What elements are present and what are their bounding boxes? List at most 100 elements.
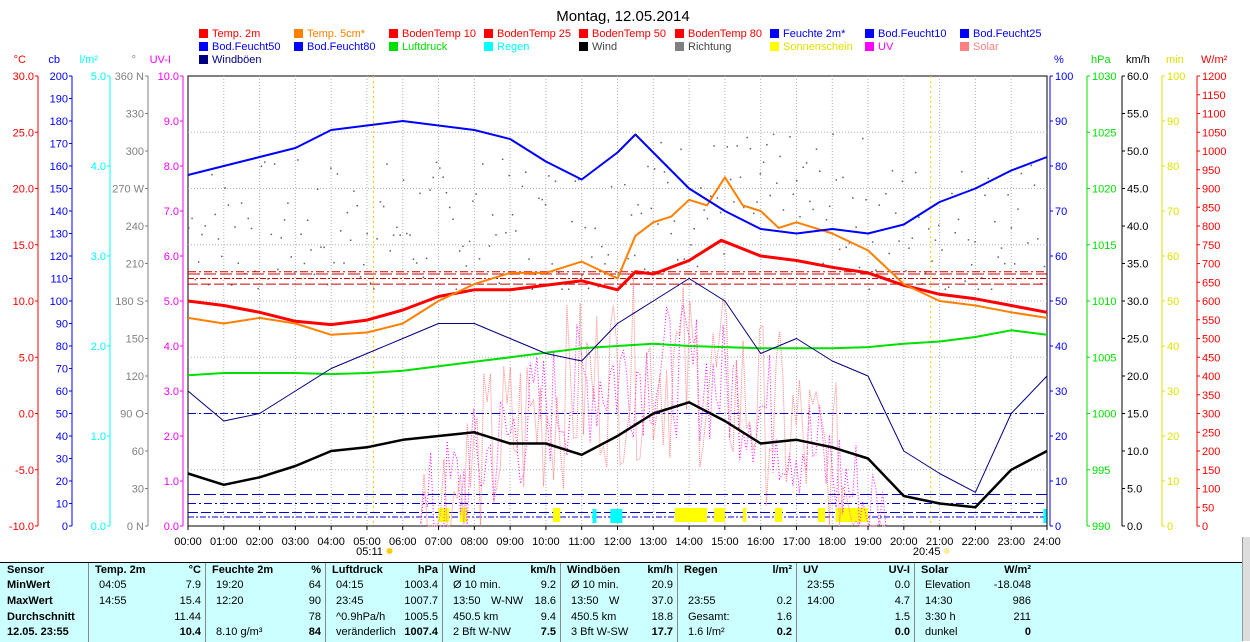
wind-direction-dot	[425, 257, 428, 260]
axis-tick-label: 80	[56, 341, 68, 353]
axes: °C 30.0 25.0 20.0 15.0 10.0 5.0 0.0 -5.0 -10.0 cb 2…	[9, 54, 1228, 533]
wind-direction-dot	[891, 169, 894, 172]
wind-direction-dot	[1004, 262, 1006, 265]
wind-direction-dot	[194, 278, 197, 281]
x-axis: 00:00 01:00 02:00 03:00 04:00 05:00 06:00 07:00…	[174, 526, 1061, 558]
wind-direction-dot	[805, 162, 808, 164]
chart-title: Montag, 12.05.2014	[556, 8, 689, 25]
wind-direction-dot	[373, 288, 375, 290]
wind-direction-dot	[997, 256, 999, 258]
x-tick-label: 08:00	[461, 536, 489, 548]
wind-direction-dot	[303, 262, 306, 265]
axis-tick-label: 180 S	[115, 296, 144, 308]
wind-direction-dot	[237, 262, 240, 264]
axis-tick-label: 4.0	[164, 341, 179, 353]
axis-unit: km/h	[1126, 54, 1150, 66]
axis-tick-label: 45.0	[1127, 184, 1148, 196]
sunshine-bar	[742, 508, 747, 522]
wind-direction-dot	[287, 202, 289, 204]
stats-unit: km/h	[647, 564, 673, 576]
x-tick-label: 12:00	[604, 536, 632, 548]
x-tick-label: 15:00	[711, 536, 739, 548]
wind-direction-dot	[673, 220, 676, 222]
stats-min-value: 9.2	[540, 579, 556, 591]
wind-direction-dot	[752, 212, 755, 215]
wind-direction-dot	[898, 240, 900, 242]
stats-current-value: 17.7	[651, 626, 673, 638]
legend-label: UV	[878, 41, 894, 53]
wind-direction-dot	[627, 257, 629, 260]
sunset-label: 20:45	[913, 546, 941, 558]
legend-swatch	[484, 29, 493, 38]
stats-header: Solar	[921, 564, 949, 576]
axis-tick-label: 300	[1202, 409, 1220, 421]
axis-tick-label: 20	[1055, 431, 1067, 443]
axis-tick-label: 0.0	[164, 521, 179, 533]
axis-tick-label: 100	[50, 296, 68, 308]
axis-tick-label: 20	[56, 476, 68, 488]
wind-direction-dot	[323, 246, 325, 249]
legend-swatch	[865, 29, 874, 38]
axis-tick-label: 190	[50, 94, 68, 106]
wind-direction-dot	[848, 242, 851, 244]
wind-direction-dot	[749, 147, 752, 150]
legend-label: BodenTemp 10	[402, 28, 476, 40]
x-tick-label: 22:00	[962, 536, 990, 548]
wind-direction-dot	[270, 233, 273, 236]
wind-direction-dot	[313, 273, 316, 276]
wind-direction-dot	[1043, 265, 1046, 268]
wind-direction-dot	[587, 287, 590, 290]
axis-tick-label: 60	[56, 386, 68, 398]
axis-tick-label: 2.0	[91, 341, 106, 353]
stats-max-time: 23:45	[336, 595, 364, 607]
wind-direction-dot	[726, 146, 729, 148]
stats-max-time: 13:50	[571, 595, 599, 607]
wind-direction-dot	[650, 207, 653, 210]
axis-tick-label: 10.0	[13, 296, 34, 308]
stats-min-value: -18.048	[993, 579, 1031, 591]
axis-tick-label: 40.0	[1127, 221, 1148, 233]
wind-direction-dot	[700, 187, 702, 189]
wind-direction-dot	[868, 288, 871, 290]
wind-direction-dot	[518, 277, 520, 280]
wind-direction-dot	[422, 276, 425, 279]
axis-tick-label: 4.0	[91, 161, 106, 173]
stats-unit: km/h	[530, 564, 556, 576]
wind-direction-dot	[977, 288, 980, 290]
axis-tick-label: 90	[56, 319, 68, 331]
legend-swatch	[389, 42, 398, 51]
wind-direction-dot	[835, 179, 838, 181]
stats-max-value: 15.4	[179, 595, 201, 607]
axis-tick-label: 270 W	[112, 184, 144, 196]
x-tick-label: 23:00	[997, 536, 1025, 548]
wind-direction-dot	[386, 163, 388, 165]
stats-min-time: Ø 10 min.	[571, 579, 619, 591]
wind-direction-dot	[934, 239, 937, 241]
axis-tick-label: 60	[1167, 251, 1179, 263]
x-tick-label: 00:00	[174, 536, 202, 548]
axis-tick-label: 50	[56, 409, 68, 421]
sunshine-bar	[835, 508, 869, 522]
wind-direction-dot	[221, 255, 223, 258]
wind-direction-dot	[961, 170, 963, 173]
wind-direction-dot	[779, 155, 781, 158]
wind-direction-dot	[845, 246, 847, 249]
stats-row-label: Sensor	[7, 564, 45, 576]
axis-tick-label: 180	[50, 116, 68, 128]
wind-direction-dot	[1020, 172, 1023, 175]
stats-row-label: MinWert	[7, 579, 51, 591]
wind-direction-dot	[974, 241, 976, 243]
axis-tick-label: 240	[126, 221, 144, 233]
legend-swatch	[389, 29, 398, 38]
wind-direction-dot	[349, 239, 352, 242]
wind-direction-dot	[772, 133, 775, 136]
wind-direction-dot	[524, 171, 527, 174]
x-tick-label: 07:00	[425, 536, 453, 548]
stats-min-value: 0.0	[894, 579, 910, 591]
axis-tick-label: 90	[1167, 116, 1179, 128]
wind-direction-dot	[399, 234, 401, 236]
axis-tick-label: 150	[1202, 465, 1220, 477]
axis-tick-label: 550	[1202, 315, 1220, 327]
vertical-scrollbar[interactable]	[1242, 537, 1250, 641]
x-tick-label: 16:00	[747, 536, 775, 548]
